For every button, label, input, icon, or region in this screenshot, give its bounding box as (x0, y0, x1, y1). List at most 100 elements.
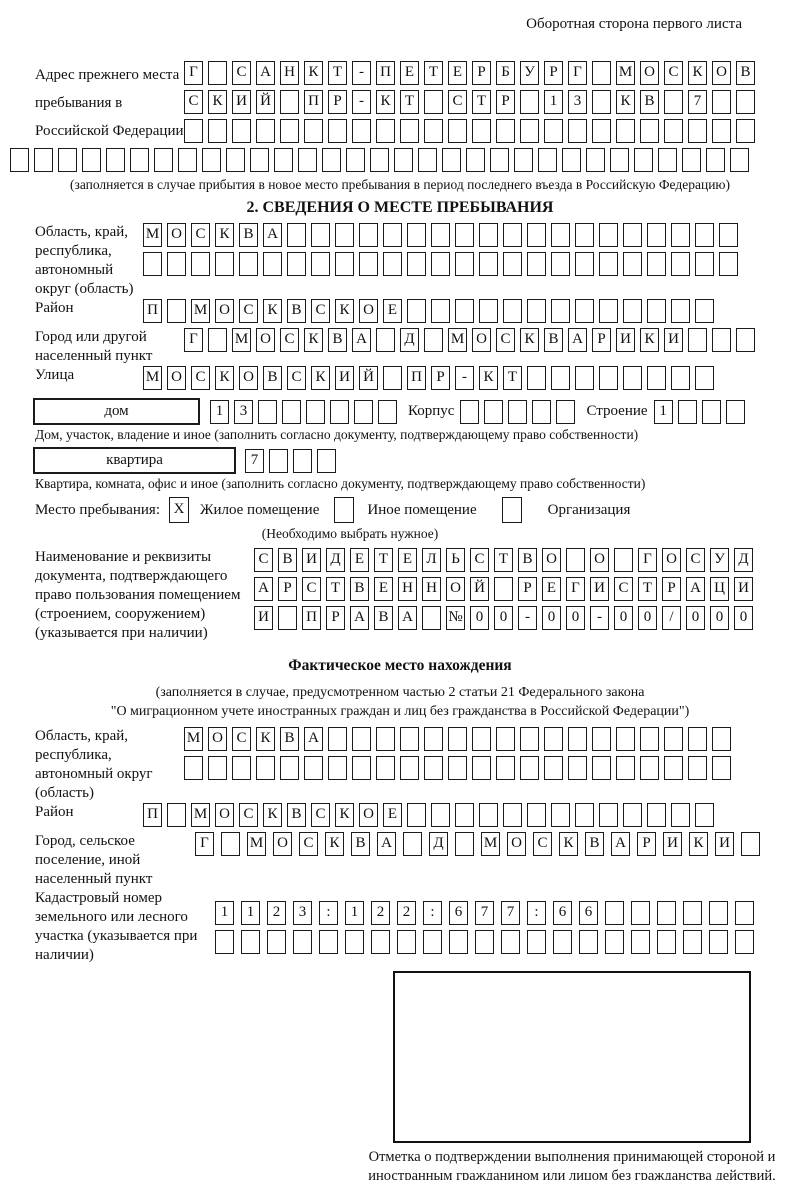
char-box (376, 328, 395, 352)
char-box (287, 223, 306, 247)
char-box (503, 223, 522, 247)
char-box: Т (638, 577, 657, 601)
char-box: Г (195, 832, 214, 856)
char-box (631, 901, 650, 925)
char-box (184, 119, 203, 143)
stamp-box (393, 971, 751, 1143)
char-box: К (335, 803, 354, 827)
checkbox-inoe (334, 497, 355, 523)
fact-caption-line2: "О миграционном учете иностранных гражда… (110, 704, 690, 719)
char-box: А (254, 577, 273, 601)
char-box (568, 119, 587, 143)
char-box: О (542, 548, 561, 572)
char-box: О (590, 548, 609, 572)
char-box (448, 119, 467, 143)
char-box: А (352, 328, 371, 352)
char-box (407, 252, 426, 276)
char-box (167, 252, 186, 276)
char-box (575, 223, 594, 247)
char-box (479, 803, 498, 827)
char-box (640, 119, 659, 143)
char-box: Р (278, 577, 297, 601)
char-box (501, 930, 520, 954)
char-box: 7 (501, 901, 520, 925)
char-box: Р (496, 90, 515, 114)
char-box (664, 756, 683, 780)
char-box: К (325, 832, 344, 856)
char-box (538, 148, 557, 172)
char-box (575, 299, 594, 323)
char-box (579, 930, 598, 954)
char-box (208, 756, 227, 780)
stroenie-label: Строение (586, 403, 648, 419)
char-box: А (377, 832, 396, 856)
char-box: С (311, 803, 330, 827)
char-box (359, 223, 378, 247)
char-box: В (640, 90, 659, 114)
char-box: 7 (245, 448, 264, 473)
char-box: О (446, 577, 465, 601)
char-box (527, 223, 546, 247)
char-box (664, 90, 683, 114)
char-box (184, 756, 203, 780)
char-box: И (254, 606, 273, 630)
char-box (527, 252, 546, 276)
char-box: П (143, 299, 162, 323)
char-box (422, 606, 441, 630)
raion-label: Район (35, 300, 74, 316)
char-box (712, 90, 731, 114)
char-box: С (280, 328, 299, 352)
char-box: К (689, 832, 708, 856)
char-box (448, 756, 467, 780)
char-box (418, 148, 437, 172)
char-box (503, 803, 522, 827)
char-box (544, 756, 563, 780)
char-box (346, 148, 365, 172)
char-box (586, 148, 605, 172)
char-box (311, 252, 330, 276)
char-box: Т (472, 90, 491, 114)
kadastr-label: Кадастровый номер земельного или лесного… (35, 890, 198, 963)
char-box: К (263, 299, 282, 323)
char-box (640, 756, 659, 780)
char-box (370, 148, 389, 172)
char-box (616, 119, 635, 143)
char-box (239, 252, 258, 276)
char-box (208, 119, 227, 143)
char-box: Г (184, 328, 203, 352)
kadastr-row-2 (215, 930, 761, 954)
char-box: 1 (210, 399, 229, 424)
char-box (688, 756, 707, 780)
char-box (167, 803, 186, 827)
char-box (258, 399, 277, 424)
char-box (695, 252, 714, 276)
char-box (490, 148, 509, 172)
char-box: К (215, 223, 234, 247)
char-box (424, 756, 443, 780)
char-box: С (254, 548, 273, 572)
char-box: 1 (241, 901, 260, 925)
char-box: Й (256, 90, 275, 114)
char-box: К (616, 90, 635, 114)
char-box (634, 148, 653, 172)
char-box (455, 832, 474, 856)
char-box: М (143, 366, 162, 390)
fact-title: Фактическое место нахождения (288, 657, 512, 674)
char-box (599, 299, 618, 323)
char-box: : (319, 901, 338, 925)
char-box: Н (398, 577, 417, 601)
char-box (712, 119, 731, 143)
char-box: И (734, 577, 753, 601)
char-box: М (448, 328, 467, 352)
char-box: И (664, 328, 683, 352)
stamp-caption: Отметка о подтверждении выполнения прини… (368, 1149, 776, 1180)
char-box: Е (374, 577, 393, 601)
char-box (664, 727, 683, 751)
char-box (215, 252, 234, 276)
char-box: А (350, 606, 369, 630)
